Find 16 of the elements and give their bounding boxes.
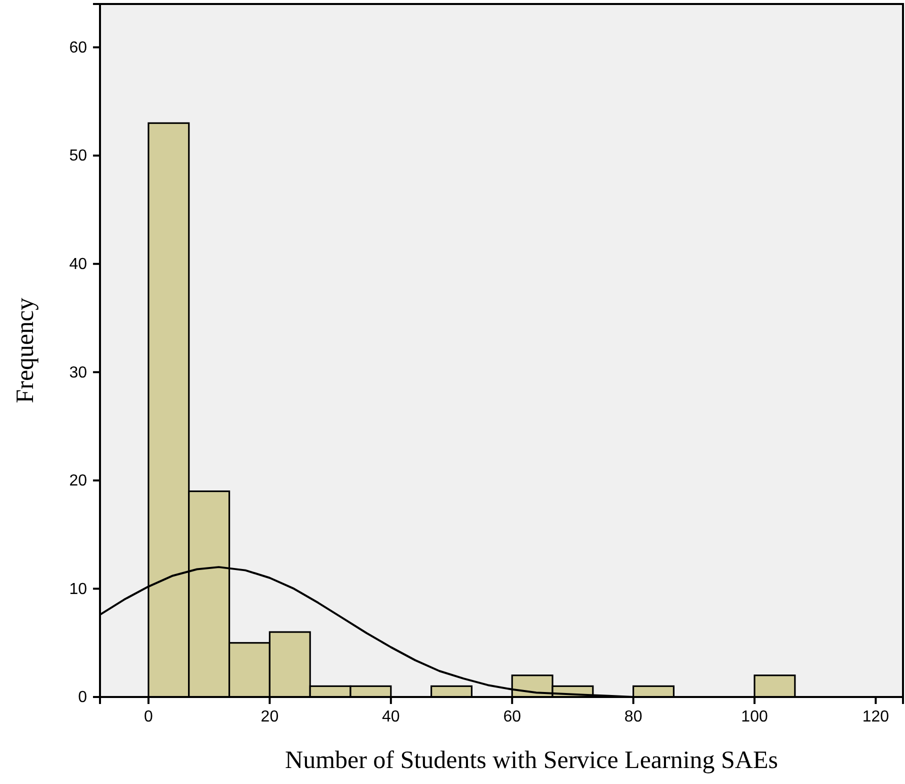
y-tick-label: 60 xyxy=(69,39,88,56)
y-axis-title: Frequency xyxy=(12,297,39,404)
x-tick-label: 0 xyxy=(144,708,154,726)
y-tick-label: 10 xyxy=(69,580,88,598)
x-tick-label: 60 xyxy=(503,708,522,726)
x-axis-title: Number of Students with Service Learning SAEs xyxy=(285,747,778,774)
y-tick-label: 50 xyxy=(69,148,88,165)
x-tick-label: 100 xyxy=(741,708,768,726)
y-tick-label: 40 xyxy=(69,256,88,273)
y-tick-label: 20 xyxy=(69,472,88,490)
x-tick-label: 80 xyxy=(624,708,642,726)
x-tick-label: 120 xyxy=(862,708,890,726)
x-tick-label: 40 xyxy=(382,708,400,726)
y-tick-label: 0 xyxy=(78,689,88,706)
y-tick-label: 30 xyxy=(69,364,88,382)
x-tick-label: 20 xyxy=(260,708,279,726)
